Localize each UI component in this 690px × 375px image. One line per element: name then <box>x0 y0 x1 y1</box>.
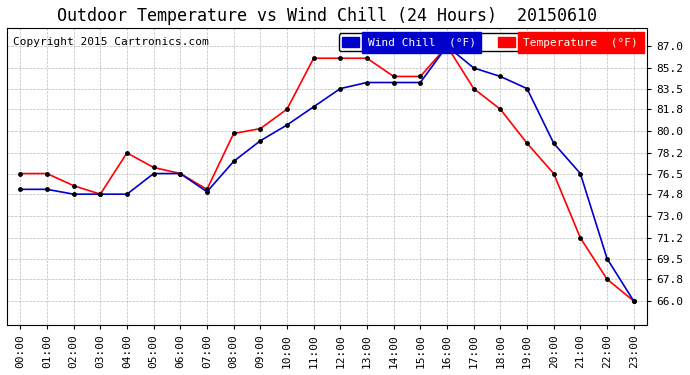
Text: Copyright 2015 Cartronics.com: Copyright 2015 Cartronics.com <box>13 37 209 47</box>
Title: Outdoor Temperature vs Wind Chill (24 Hours)  20150610: Outdoor Temperature vs Wind Chill (24 Ho… <box>57 7 597 25</box>
Legend: Wind Chill  (°F), Temperature  (°F): Wind Chill (°F), Temperature (°F) <box>339 33 642 51</box>
